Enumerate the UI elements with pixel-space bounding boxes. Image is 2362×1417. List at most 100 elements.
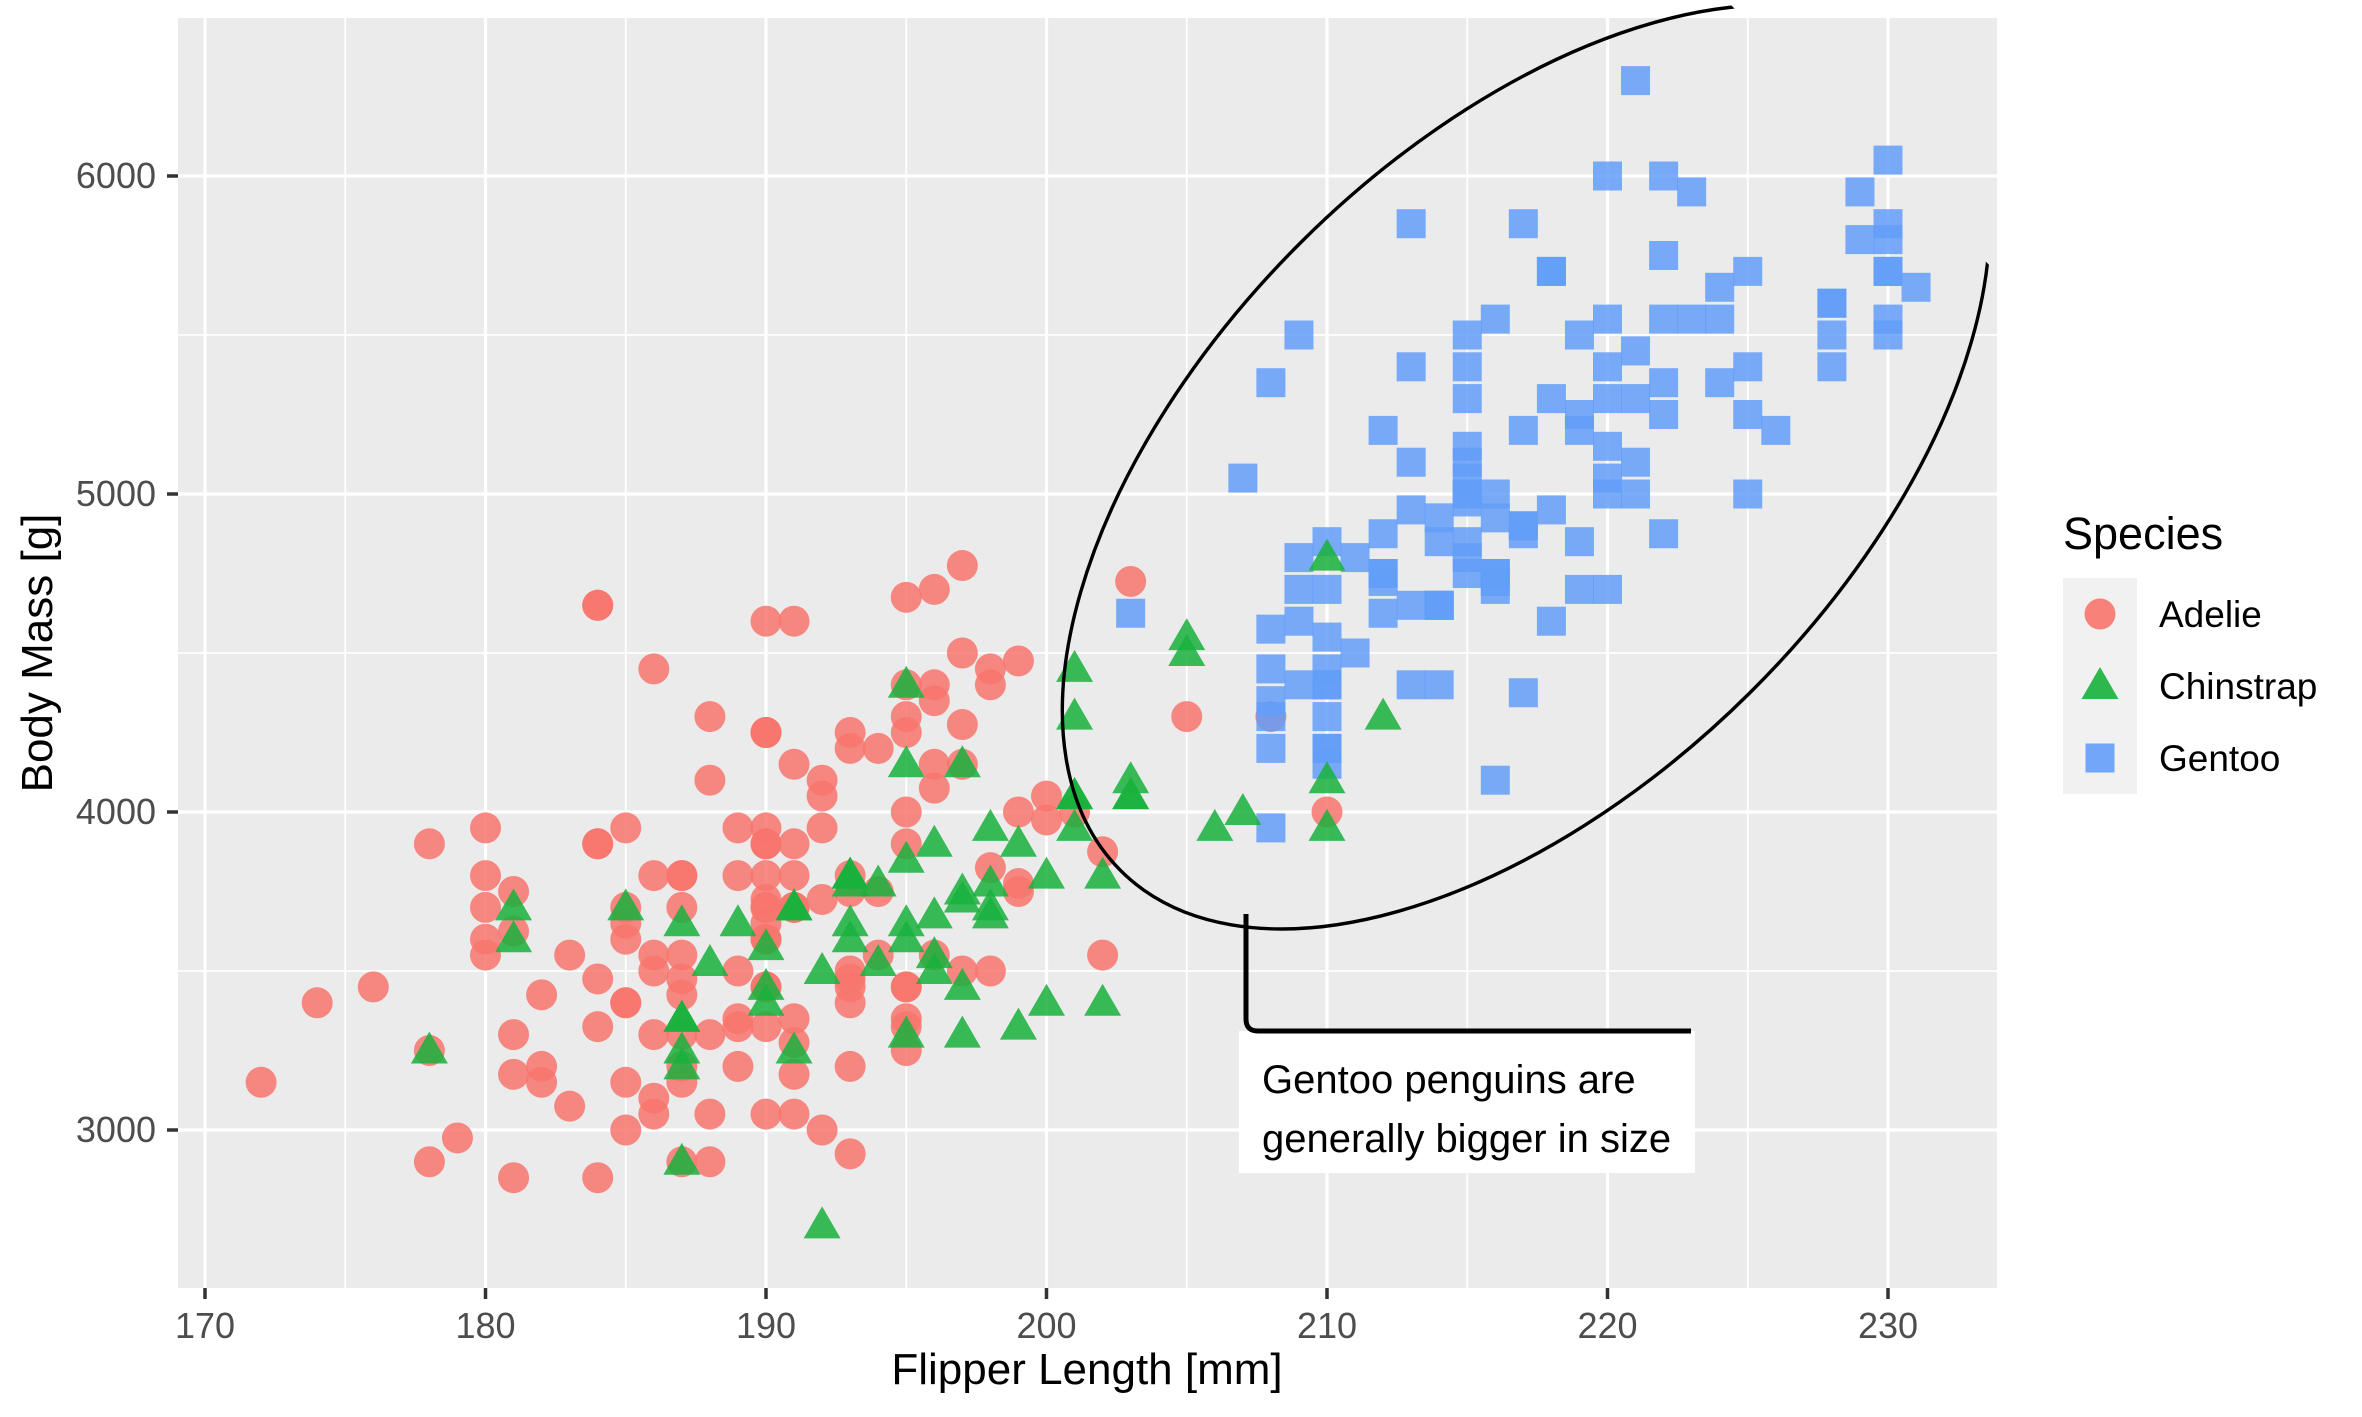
data-point-chinstrap <box>1224 793 1262 825</box>
data-point-gentoo <box>1368 598 1398 628</box>
data-point-gentoo <box>1593 161 1622 191</box>
data-point-gentoo <box>1649 304 1679 334</box>
data-point-chinstrap <box>999 824 1037 857</box>
legend-keys <box>2063 578 2137 794</box>
data-point-gentoo <box>1480 566 1510 596</box>
data-point-gentoo <box>1733 256 1763 286</box>
data-point-adelie <box>610 812 642 844</box>
data-point-chinstrap <box>1028 856 1065 889</box>
data-point-adelie <box>357 971 389 1003</box>
data-point-chinstrap <box>1084 856 1122 889</box>
data-point-adelie <box>301 987 333 1019</box>
data-point-gentoo <box>1256 702 1286 732</box>
data-point-gentoo <box>1733 352 1763 382</box>
data-point-gentoo <box>1452 352 1482 382</box>
data-point-gentoo <box>1396 209 1426 239</box>
legend-title: Species <box>2063 508 2223 559</box>
data-point-gentoo <box>1649 519 1679 549</box>
annotation-line-1: Gentoo penguins are <box>1262 1058 1636 1102</box>
data-point-gentoo <box>1368 559 1398 588</box>
series-chinstrap <box>410 538 1402 1239</box>
data-point-chinstrap <box>915 824 953 857</box>
data-point-adelie <box>638 1019 670 1051</box>
data-point-gentoo <box>1284 543 1314 573</box>
data-point-gentoo <box>1564 320 1594 350</box>
data-point-chinstrap <box>999 1007 1037 1040</box>
data-point-chinstrap <box>775 888 813 921</box>
data-point-adelie <box>946 637 978 669</box>
data-point-adelie <box>498 1019 530 1051</box>
data-point-chinstrap <box>663 1142 701 1175</box>
legend: Species Adelie Chinstrap Gentoo <box>2063 508 2317 794</box>
data-point-gentoo <box>1480 304 1510 334</box>
data-point-gentoo <box>1368 415 1398 445</box>
data-point-chinstrap <box>1308 761 1346 794</box>
legend-symbol-triangle-icon <box>2081 667 2119 699</box>
x-tick-label: 190 <box>736 1305 796 1346</box>
data-point-chinstrap <box>775 1031 813 1064</box>
data-point-adelie <box>498 1162 530 1194</box>
data-point-gentoo <box>1312 622 1342 652</box>
data-point-chinstrap <box>859 944 897 977</box>
data-point-gentoo <box>1340 543 1370 573</box>
data-point-adelie <box>413 828 445 860</box>
data-point-adelie <box>470 812 501 844</box>
data-point-adelie <box>470 891 501 923</box>
data-point-adelie <box>722 860 754 892</box>
data-point-adelie <box>778 828 810 860</box>
data-point-gentoo <box>1845 177 1875 207</box>
data-point-gentoo <box>1284 670 1314 700</box>
data-point-adelie <box>722 812 754 844</box>
data-point-adelie <box>806 883 838 915</box>
data-point-adelie <box>638 653 670 685</box>
data-point-chinstrap <box>495 920 533 953</box>
data-point-chinstrap <box>887 840 925 873</box>
data-point-adelie <box>750 717 782 748</box>
data-point-adelie <box>918 772 950 804</box>
data-point-gentoo <box>1396 495 1426 525</box>
data-point-adelie <box>806 1114 838 1146</box>
data-point-adelie <box>890 796 922 828</box>
data-point-gentoo <box>1705 272 1735 302</box>
data-point-gentoo <box>1621 447 1651 477</box>
x-tick-label: 210 <box>1297 1305 1357 1346</box>
data-point-chinstrap <box>607 888 645 921</box>
series-gentoo <box>1116 66 1931 843</box>
data-point-gentoo <box>1705 368 1735 398</box>
data-point-gentoo <box>1312 574 1342 604</box>
data-point-adelie <box>413 1146 445 1178</box>
data-point-chinstrap <box>1196 808 1234 841</box>
data-point-adelie <box>582 963 614 995</box>
data-point-adelie <box>750 1098 782 1130</box>
data-point-gentoo <box>1873 209 1903 239</box>
data-point-gentoo <box>1256 654 1286 684</box>
data-point-gentoo <box>1480 765 1510 795</box>
data-point-chinstrap <box>831 864 869 897</box>
data-point-gentoo <box>1621 336 1651 366</box>
legend-symbol-circle-icon <box>2084 598 2116 630</box>
data-point-adelie <box>470 860 501 892</box>
data-point-adelie <box>582 589 614 621</box>
data-point-adelie <box>974 955 1006 987</box>
data-point-chinstrap <box>831 920 869 953</box>
data-point-adelie <box>582 1011 614 1043</box>
data-point-gentoo <box>1480 479 1510 509</box>
axes: 170 180 190 200 210 220 230 3000 4000 5000 6000 <box>76 155 1918 1346</box>
data-point-gentoo <box>1228 463 1258 493</box>
data-point-chinstrap <box>1056 697 1094 730</box>
data-point-gentoo <box>1593 384 1622 414</box>
x-tick-label: 170 <box>175 1305 235 1346</box>
y-tick-label: 5000 <box>76 473 156 514</box>
data-point-chinstrap <box>1084 983 1122 1016</box>
data-point-chinstrap <box>1028 983 1065 1016</box>
data-point-adelie <box>834 1138 866 1170</box>
data-point-gentoo <box>1761 415 1791 445</box>
data-point-adelie <box>498 1058 530 1090</box>
data-point-gentoo <box>1452 527 1482 557</box>
data-point-adelie <box>834 1050 866 1082</box>
annotation-callout-line <box>1243 914 1691 1034</box>
data-point-adelie <box>918 748 950 780</box>
data-point-chinstrap <box>747 928 785 961</box>
data-point-adelie <box>750 860 782 892</box>
